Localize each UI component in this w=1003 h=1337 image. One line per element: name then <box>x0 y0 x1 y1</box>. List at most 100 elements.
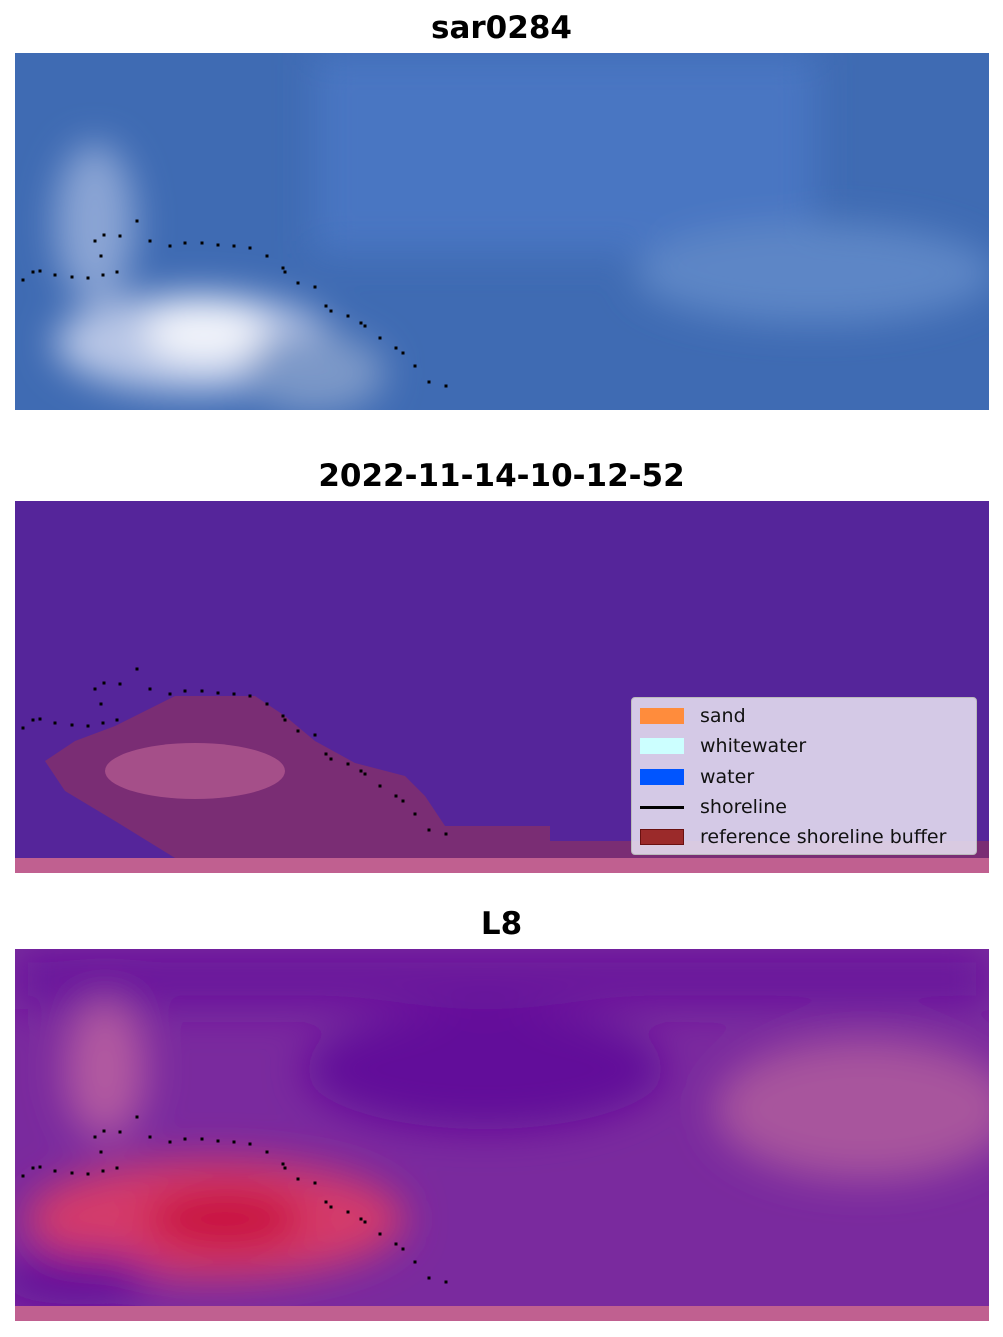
shoreline-point <box>53 273 57 277</box>
shoreline-point <box>296 1177 300 1181</box>
legend: sand whitewater water shoreline referenc… <box>631 697 977 855</box>
shoreline-point <box>168 244 172 248</box>
legend-item-buffer: reference shoreline buffer <box>640 825 946 849</box>
legend-item-shoreline: shoreline <box>640 795 787 819</box>
shoreline-point <box>394 346 398 350</box>
shoreline-point <box>359 321 363 325</box>
shoreline-point <box>21 1174 25 1178</box>
shoreline-point <box>102 681 106 685</box>
shoreline-point <box>200 241 204 245</box>
legend-item-sand: sand <box>640 704 746 728</box>
shoreline-point <box>148 687 152 691</box>
shoreline-point <box>363 324 367 328</box>
shoreline-point <box>232 692 236 696</box>
shoreline-point <box>183 689 187 693</box>
shoreline-points <box>21 219 448 388</box>
shoreline-point <box>99 702 103 706</box>
shoreline-point <box>346 762 350 766</box>
shoreline-point <box>135 219 139 223</box>
shoreline-point <box>296 729 300 733</box>
shoreline-point <box>346 314 350 318</box>
shoreline-point <box>313 1181 317 1185</box>
shoreline-point <box>168 1140 172 1144</box>
shoreline-point <box>232 1140 236 1144</box>
shoreline-point <box>101 1169 105 1173</box>
shoreline-point <box>401 799 405 803</box>
shoreline-point <box>93 1135 97 1139</box>
shoreline-point <box>93 687 97 691</box>
shoreline-point <box>329 757 333 761</box>
shoreline-point <box>38 269 42 273</box>
shoreline-point <box>38 717 42 721</box>
shoreline-point <box>118 1130 122 1134</box>
shoreline-point <box>324 304 328 308</box>
shoreline-point <box>283 718 287 722</box>
rgb-image <box>15 53 989 410</box>
shoreline-point <box>99 1150 103 1154</box>
panel-title-2: 2022-11-14-10-12-52 <box>318 458 685 494</box>
shoreline-point <box>413 812 417 816</box>
shoreline-point <box>86 1172 90 1176</box>
shoreline-point <box>70 275 74 279</box>
shoreline-point <box>401 1247 405 1251</box>
shoreline-points <box>21 667 448 836</box>
shoreline-point <box>401 351 405 355</box>
shoreline-point <box>86 724 90 728</box>
shoreline-point <box>413 1260 417 1264</box>
shoreline-point <box>102 233 106 237</box>
shoreline-point <box>283 1166 287 1170</box>
shoreline-point <box>283 270 287 274</box>
legend-item-water: water <box>640 765 754 789</box>
shoreline-point <box>427 380 431 384</box>
shoreline-point <box>363 1220 367 1224</box>
shoreline-point <box>248 1142 252 1146</box>
shoreline-point <box>378 1232 382 1236</box>
reference-buffer-strip <box>15 858 989 873</box>
panel-title-1: sar0284 <box>431 10 572 46</box>
shoreline-point <box>115 718 119 722</box>
whitewater-swatch <box>640 738 684 754</box>
reference-buffer-strip <box>15 1306 989 1321</box>
shoreline-point <box>53 721 57 725</box>
index-image <box>15 949 989 1321</box>
shoreline-point <box>70 723 74 727</box>
shoreline-point <box>265 254 269 258</box>
shoreline-point <box>394 1242 398 1246</box>
shoreline-point <box>248 694 252 698</box>
shoreline-point <box>346 1210 350 1214</box>
shoreline-point <box>183 241 187 245</box>
sand-swatch <box>640 708 684 724</box>
shoreline-point <box>248 246 252 250</box>
shoreline-point <box>265 1150 269 1154</box>
shoreline-point <box>265 702 269 706</box>
shoreline-point <box>200 1137 204 1141</box>
shoreline-point <box>118 234 122 238</box>
rgb-image-panel <box>15 53 989 410</box>
water-swatch <box>640 769 684 785</box>
shoreline-point <box>324 752 328 756</box>
shoreline-point <box>216 1139 220 1143</box>
shoreline-point <box>200 689 204 693</box>
shoreline-point <box>444 832 448 836</box>
shoreline-point <box>363 772 367 776</box>
shoreline-point <box>413 364 417 368</box>
shoreline-point <box>216 691 220 695</box>
shoreline-point <box>102 1129 106 1133</box>
buffer-swatch <box>640 829 684 845</box>
shoreline-point <box>70 1171 74 1175</box>
shoreline-point <box>281 266 285 270</box>
shoreline-points <box>21 1115 448 1284</box>
shoreline-point <box>378 336 382 340</box>
shoreline-point <box>115 1166 119 1170</box>
panel-title-3: L8 <box>480 906 523 942</box>
shoreline-point <box>296 281 300 285</box>
shoreline-point <box>281 1162 285 1166</box>
shoreline-point <box>183 1137 187 1141</box>
shoreline-point <box>313 733 317 737</box>
shoreline-point <box>444 1280 448 1284</box>
index-image-panel <box>15 949 989 1321</box>
shoreline-point <box>281 714 285 718</box>
shoreline-point <box>324 1200 328 1204</box>
shoreline-point <box>232 244 236 248</box>
shoreline-point <box>21 278 25 282</box>
